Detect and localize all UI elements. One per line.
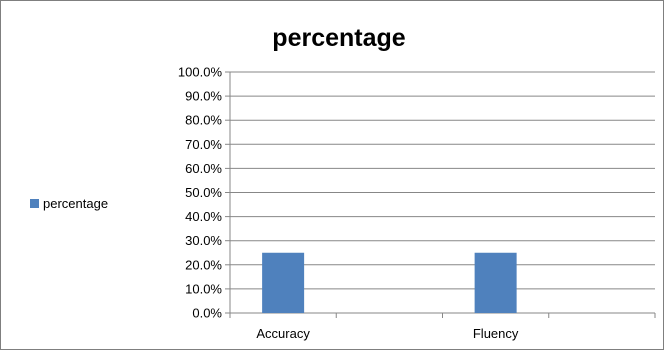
- y-tick-label: 20.0%: [185, 257, 222, 272]
- x-category-label: Accuracy: [256, 326, 310, 341]
- x-category-label: Fluency: [473, 326, 519, 341]
- bar-accuracy: [262, 252, 305, 313]
- legend: percentage: [30, 196, 108, 211]
- y-tick-label: 60.0%: [185, 161, 222, 176]
- y-tick-label: 0.0%: [192, 306, 222, 321]
- y-tick-label: 40.0%: [185, 209, 222, 224]
- x-axis-categories: Accuracy Fluency: [229, 313, 656, 341]
- bar-fluency: [474, 252, 517, 313]
- y-tick-label: 100.0%: [178, 65, 223, 80]
- y-tick-label: 50.0%: [185, 185, 222, 200]
- y-tick-label: 90.0%: [185, 89, 222, 104]
- bars: [262, 252, 517, 313]
- y-tick-label: 70.0%: [185, 137, 222, 152]
- legend-swatch: [30, 199, 39, 208]
- y-axis-ticks: 0.0% 10.0% 20.0% 30.0% 40.0% 50.0% 60.0% 70.0% 8…: [178, 65, 230, 321]
- y-tick-label: 10.0%: [185, 281, 222, 296]
- y-tick-label: 80.0%: [185, 113, 222, 128]
- chart-title: percentage: [272, 24, 405, 52]
- legend-label: percentage: [43, 196, 108, 211]
- y-tick-label: 30.0%: [185, 233, 222, 248]
